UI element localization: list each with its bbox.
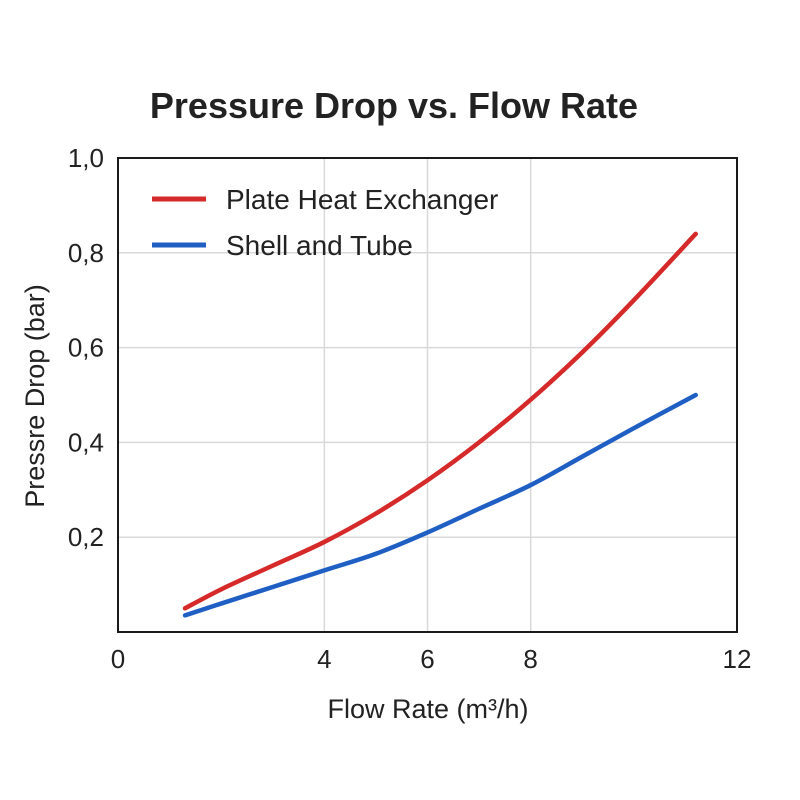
y-axis-ticks: 0,2 0,4 0,6 0,8 1,0 [68,143,104,552]
x-tick-label: 12 [723,644,752,674]
x-axis-label: Flow Rate (m³/h) [327,694,528,724]
x-axis-ticks: 0 4 6 8 12 [111,644,752,674]
legend-label: Plate Heat Exchanger [226,184,498,215]
y-tick-label: 0,2 [68,522,104,552]
legend-label: Shell and Tube [226,230,413,261]
series-line-shell-and-tube [182,392,698,618]
chart-title: Pressure Drop vs. Flow Rate [150,85,638,126]
y-tick-label: 0,6 [68,333,104,363]
x-tick-label: 6 [420,644,434,674]
y-tick-label: 0,4 [68,427,104,457]
y-tick-label: 0,8 [68,238,104,268]
x-tick-label: 0 [111,644,125,674]
x-tick-label: 4 [317,644,331,674]
y-axis-label: Pressre Drop (bar) [20,284,50,508]
series-layer [182,231,698,618]
series-line-plate-heat-exchanger [182,231,698,611]
grid-layer [118,158,737,632]
legend: Plate Heat Exchanger Shell and Tube [152,184,498,261]
y-tick-label: 1,0 [68,143,104,173]
plot-frame [117,157,738,633]
x-tick-label: 8 [523,644,537,674]
